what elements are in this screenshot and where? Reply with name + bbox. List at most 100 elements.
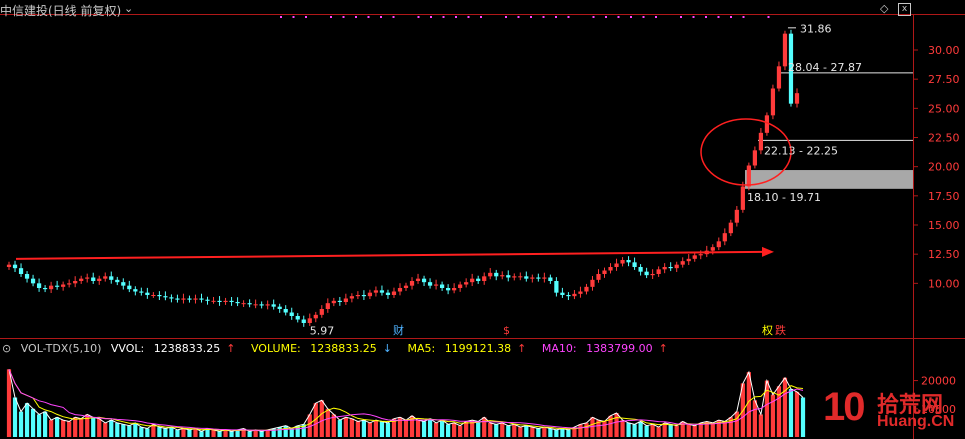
candle-body <box>572 293 577 297</box>
volume-bar <box>752 400 757 437</box>
volume-tick-label: 20000 <box>921 375 956 388</box>
volume-bar <box>397 417 403 437</box>
candle-body <box>259 304 264 306</box>
trend-arrow-head <box>762 246 774 257</box>
volume-bar <box>157 427 162 437</box>
volume-bar <box>764 380 770 437</box>
signal-dot <box>705 16 707 18</box>
watermark-cn: 拾荒网 <box>877 393 944 418</box>
volume-bar <box>548 428 553 437</box>
candle-body <box>656 269 661 274</box>
candle-body <box>73 281 78 284</box>
candle-body <box>18 268 24 274</box>
axes: 10.00 12.50 15.00 17.50 20.00 22.50 25.00 27.50… <box>0 14 965 439</box>
candle-body <box>121 282 126 286</box>
volume-bar <box>506 425 511 437</box>
price-tick-label: 17.50 <box>928 190 960 203</box>
volume-bar <box>716 420 721 437</box>
candle-body <box>752 150 757 166</box>
candle-body <box>307 318 312 323</box>
candle-body <box>49 285 54 290</box>
candle-body <box>193 298 198 300</box>
volume-bar <box>734 411 739 437</box>
volume-indicator-bar: ⊙ VOL-TDX(5,10) VVOL: 1238833.25 ↑ VOLUME… <box>2 342 680 356</box>
watermark-url: Huang.CN <box>877 413 955 430</box>
price-tick-label: 15.00 <box>928 219 960 232</box>
candle-body <box>241 303 246 305</box>
volume-bar <box>452 422 457 437</box>
candle-body <box>127 285 132 290</box>
volume-bar <box>163 428 168 437</box>
candle-body <box>157 295 162 297</box>
candle-body <box>6 264 12 267</box>
candle-body <box>566 295 571 297</box>
volume-bar <box>403 420 409 437</box>
volume-bar <box>73 417 78 437</box>
candle-body <box>115 279 120 283</box>
candle-body <box>175 298 180 300</box>
candle-body <box>458 284 463 288</box>
candle-body <box>36 283 42 288</box>
candle-body <box>277 306 282 309</box>
diamond-icon[interactable]: ◇ <box>880 2 889 15</box>
candle-body <box>596 274 601 280</box>
chevron-icon[interactable]: ⌄ <box>124 2 134 15</box>
volume-bar <box>325 408 330 437</box>
candle-body <box>289 312 294 316</box>
volume-bar <box>55 417 60 437</box>
volume-bar <box>476 421 481 437</box>
candle-body <box>482 276 487 281</box>
candle-body <box>295 316 300 320</box>
volume-bar <box>746 372 751 437</box>
volume-bar <box>650 424 655 437</box>
volume-bar <box>259 431 264 437</box>
signal-dot <box>330 16 332 18</box>
volume-bar <box>668 424 673 437</box>
price-tick-label: 20.00 <box>928 161 960 174</box>
candle-body <box>42 288 48 290</box>
volume-bar <box>283 425 288 437</box>
candle-body <box>554 281 559 293</box>
volume-bar <box>614 413 619 437</box>
candle-body <box>632 262 637 267</box>
volume-bar <box>18 411 24 437</box>
volume-bar <box>794 391 800 437</box>
signal-dot <box>392 16 395 18</box>
candle-body <box>662 267 667 270</box>
candle-body <box>650 274 655 276</box>
indicator-name[interactable]: VOL-TDX(5,10) <box>20 342 102 355</box>
close-button[interactable]: x <box>898 3 911 16</box>
chevron-down-icon[interactable]: ⊙ <box>2 342 12 355</box>
signal-dot <box>480 16 482 18</box>
candle-body <box>325 303 330 309</box>
candle-body <box>367 292 373 297</box>
candle-body <box>133 289 138 292</box>
volume-bar <box>656 427 661 437</box>
signal-dot <box>355 16 357 18</box>
volume-bar <box>181 428 186 437</box>
candle-body <box>67 283 72 285</box>
candle-body <box>470 278 475 283</box>
volume-bar <box>145 428 150 437</box>
volume-bar <box>205 428 210 437</box>
candle-body <box>602 270 607 274</box>
volume-bar <box>512 424 517 437</box>
watermark-brand: 10 <box>823 385 865 429</box>
candle-body <box>247 303 252 305</box>
volume-bar <box>343 417 348 437</box>
volume-bar <box>644 425 649 437</box>
signal-dot <box>417 16 420 18</box>
candle-body <box>680 261 685 265</box>
volume-bar <box>271 428 276 437</box>
signal-dot <box>505 16 507 18</box>
candle-body <box>301 319 306 323</box>
volume-bar <box>536 428 541 437</box>
candle-body <box>265 304 270 306</box>
volume-bar <box>409 415 415 437</box>
price-tick-label: 22.50 <box>928 132 960 145</box>
signal-dot <box>455 16 457 18</box>
candle-body <box>764 115 770 133</box>
signal-dot <box>605 16 607 18</box>
